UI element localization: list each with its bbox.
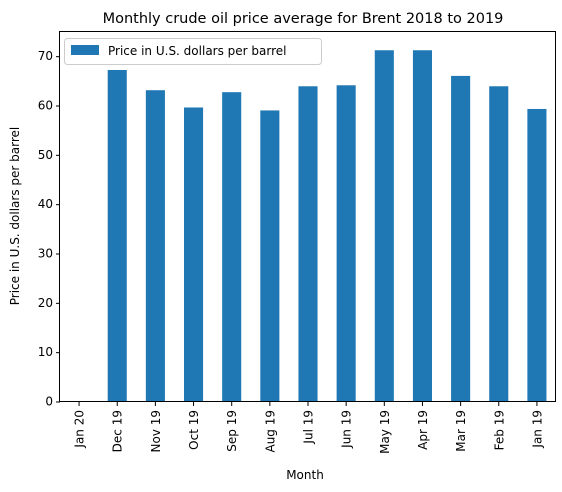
bar-aug-19 — [260, 110, 280, 402]
x-tick-label: Dec 19 — [111, 410, 125, 452]
bar-dec-19 — [107, 69, 127, 402]
x-tick-label: Nov 19 — [149, 410, 163, 453]
x-axis-ticks: Jan 20 Dec 19 Nov 19 Oct 19 Sep 19 Aug 19 Jul … — [73, 402, 544, 454]
x-tick-label: Jun 19 — [340, 410, 354, 449]
y-axis-title: Price in U.S. dollars per barrel — [8, 127, 22, 306]
x-tick-label: Mar 19 — [454, 410, 468, 452]
x-tick-label: Oct 19 — [187, 410, 201, 450]
bar-jul-19 — [298, 86, 318, 403]
y-axis-ticks: 0 10 20 30 40 50 60 70 — [38, 49, 60, 409]
legend-label: Price in U.S. dollars per barrel — [108, 44, 287, 58]
bar-nov-19 — [145, 90, 165, 403]
bar-apr-19 — [412, 50, 432, 403]
bar-oct-19 — [184, 107, 204, 402]
x-tick-label: Sep 19 — [225, 410, 239, 452]
x-tick-label: Apr 19 — [416, 410, 430, 450]
bar-jun-19 — [336, 85, 356, 402]
bars-group — [107, 50, 547, 403]
bar-mar-19 — [451, 75, 471, 402]
x-tick-label: Jan 19 — [530, 410, 544, 449]
y-tick-label: 60 — [38, 99, 53, 113]
x-tick-label: Jul 19 — [302, 410, 316, 445]
bar-jan-19 — [527, 108, 547, 403]
plot-frame — [59, 31, 556, 402]
legend: Price in U.S. dollars per barrel — [64, 38, 322, 65]
y-tick-label: 30 — [38, 247, 53, 261]
legend-box — [64, 38, 322, 65]
x-tick-label: May 19 — [378, 410, 392, 454]
x-tick-label: Feb 19 — [492, 410, 506, 450]
bar-sep-19 — [222, 92, 242, 402]
x-tick-label: Aug 19 — [263, 410, 277, 453]
y-tick-label: 40 — [38, 197, 53, 211]
chart-title: Monthly crude oil price average for Bren… — [103, 11, 504, 27]
y-tick-label: 70 — [38, 49, 53, 63]
y-tick-label: 10 — [38, 345, 53, 359]
legend-swatch — [71, 45, 99, 55]
x-tick-label: Jan 20 — [73, 410, 87, 449]
y-tick-label: 20 — [38, 296, 53, 310]
bar-may-19 — [374, 50, 394, 403]
bar-feb-19 — [489, 86, 509, 403]
y-tick-label: 0 — [45, 395, 53, 409]
y-tick-label: 50 — [38, 148, 53, 162]
x-axis-title: Month — [286, 468, 324, 482]
